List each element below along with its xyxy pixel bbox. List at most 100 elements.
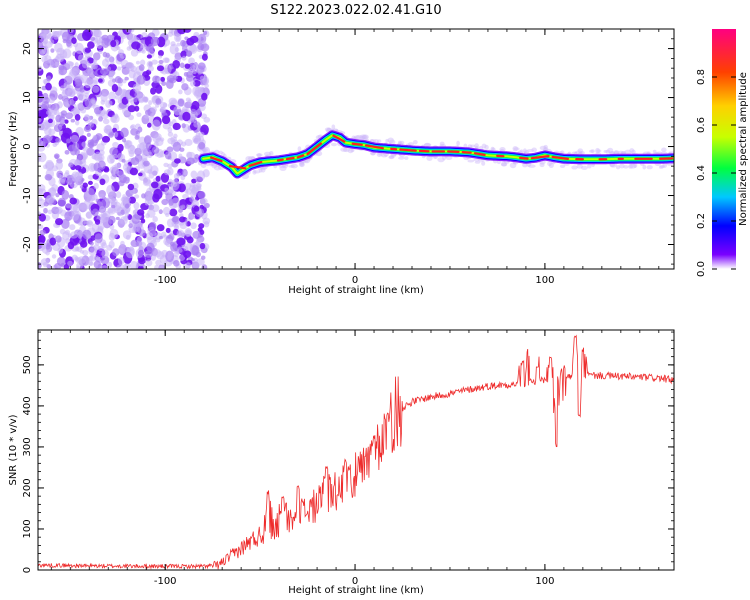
noise-speckle [195,132,201,138]
noise-speckle [121,158,126,163]
noise-speckle [134,134,140,140]
ridge-haze [596,149,602,153]
ridge-haze [474,143,479,149]
noise-speckle [137,126,143,133]
ridge-haze [576,164,584,169]
ridge-peak [210,156,223,163]
ridge-haze [595,147,601,154]
noise-speckle [73,96,78,102]
snr-x-ticks: -100 0 100 [50,330,660,587]
noise-speckle [65,112,74,120]
noise-speckle [168,97,178,105]
noise-speckle [151,81,160,89]
noise-speckle [59,228,66,235]
spectrogram-marks [38,29,674,269]
noise-speckle [92,58,98,64]
ridge-haze [359,135,366,141]
snr-y-tick-label: 200 [22,478,33,497]
noise-speckle [99,216,106,224]
noise-speckle [198,223,205,229]
noise-speckle [151,204,160,213]
ridge-haze [399,140,405,145]
noise-speckle [138,257,146,265]
ridge-haze [255,153,263,157]
noise-speckle [71,142,80,152]
ridge-haze [539,145,547,151]
noise-speckle [167,131,174,137]
noise-speckle [133,97,138,103]
noise-speckle [112,166,119,174]
noise-speckle [101,58,109,67]
noise-speckle [143,160,150,167]
ridge-haze [252,169,257,175]
noise-speckle [148,100,153,106]
noise-speckle [176,229,185,238]
ridge-haze [662,162,667,168]
noise-speckle [47,209,53,215]
noise-speckle [64,119,69,124]
noise-speckle [126,46,132,51]
noise-speckle [202,78,209,85]
noise-speckle [197,43,205,51]
noise-speckle [63,263,70,269]
ridge-haze [269,150,274,157]
ridge-haze [501,161,507,167]
noise-speckle [155,98,162,105]
noise-speckle [128,69,136,79]
noise-speckle [122,137,127,143]
noise-speckle [39,229,46,236]
noise-speckle [147,122,152,128]
noise-speckle [66,138,71,144]
noise-speckle [92,85,100,93]
noise-speckle [136,75,146,85]
noise-speckle [164,57,170,63]
ridge-haze [652,149,657,154]
ridge-haze [543,144,548,150]
noise-speckle [77,256,87,264]
ridge-haze [387,137,394,144]
spectrogram-y-ticks: 20 10 0 -10 -20 [22,28,674,265]
noise-speckle [94,219,101,225]
noise-speckle [55,160,63,170]
noise-speckle [149,221,157,230]
spectrogram-x-tick-label: 100 [535,275,554,286]
noise-speckle [76,265,81,269]
noise-speckle [82,200,92,210]
noise-speckle [91,29,100,37]
ridge-haze [426,155,433,161]
ridge-peak [364,144,384,150]
noise-speckle [117,152,123,160]
ridge-haze [213,165,222,171]
noise-speckle [134,88,140,94]
noise-speckle [148,43,154,50]
noise-speckle [132,83,142,93]
ridge-peak [276,158,284,162]
noise-speckle [186,37,195,46]
noise-speckle [100,99,106,105]
noise-speckle [147,169,153,174]
ridge-haze [590,149,595,154]
noise-speckle [61,31,71,42]
noise-speckle [155,137,164,147]
noise-speckle [163,238,171,246]
ridge-haze [629,163,637,169]
noise-speckle [197,62,206,70]
noise-speckle [193,205,200,212]
ridge-haze [605,149,611,154]
noise-speckle [192,62,199,71]
noise-speckle [112,248,120,257]
colorbar: 0.0 0.2 0.4 0.6 0.8 Normalized spectral ampl… [696,29,749,277]
noise-speckle [97,160,106,170]
noise-speckle [191,100,200,111]
noise-speckle [98,245,104,252]
noise-speckle [51,254,57,259]
noise-speckle [118,180,125,187]
noise-speckle [199,242,206,250]
noise-speckle [161,115,171,125]
noise-speckle [195,176,203,183]
noise-speckle [197,191,206,200]
noise-speckle [64,149,70,155]
noise-speckle [146,242,155,252]
noise-speckle [125,94,131,100]
noise-speckle [102,51,108,58]
